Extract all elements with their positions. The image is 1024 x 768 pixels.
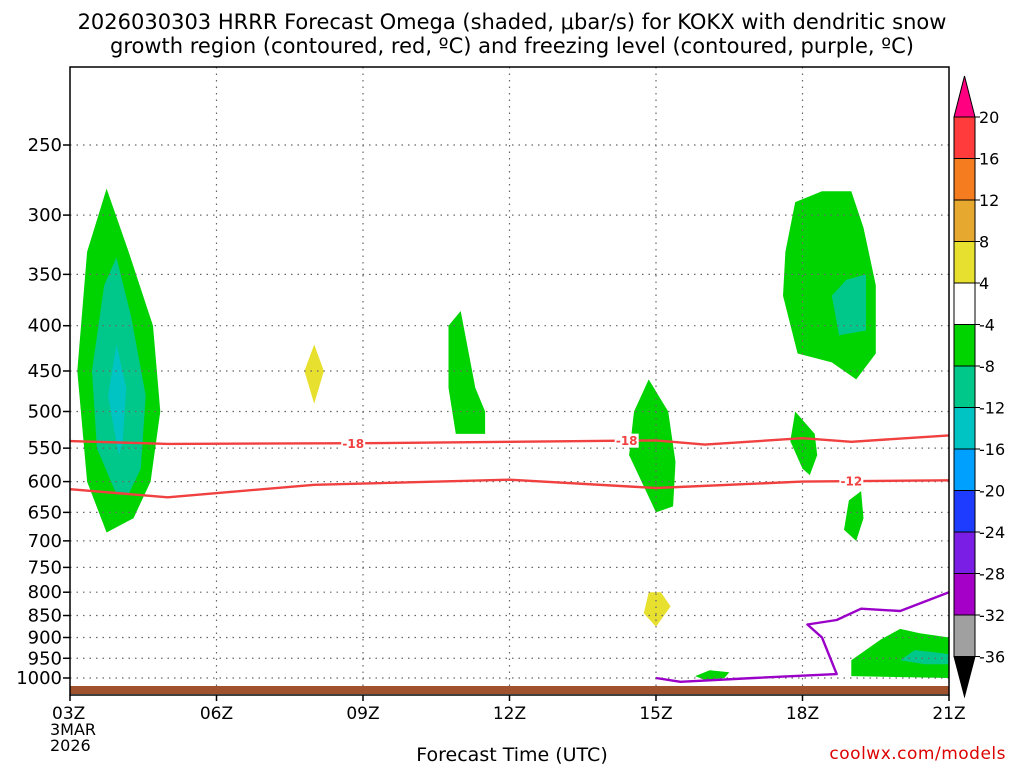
omega-shading <box>77 188 949 680</box>
date-label-year: 2026 <box>50 736 91 755</box>
omega-region <box>108 344 127 456</box>
x-tick-label: 15Z <box>639 704 672 724</box>
colorbar-label: -28 <box>979 565 1005 584</box>
y-tick-label: 250 <box>28 135 62 156</box>
chart-title-line-1: 2026030303 HRRR Forecast Omega (shaded, … <box>77 10 947 34</box>
colorbar: 20 16 12 8 4 -4 -8 -12 -16 -20 -24 -28 -32 -36 <box>953 75 1005 699</box>
colorbar-label: -16 <box>979 440 1005 459</box>
colorbar-label: -32 <box>979 606 1005 625</box>
omega-region <box>831 274 866 336</box>
omega-region <box>900 650 949 665</box>
colorbar-label: -12 <box>979 399 1005 418</box>
colorbar-label: 8 <box>979 233 989 252</box>
y-axis: 2503003504004505005506006507007508008509… <box>16 135 70 689</box>
y-tick-label: 500 <box>28 402 62 423</box>
omega-region <box>448 311 486 434</box>
colorbar-segment <box>953 199 976 242</box>
colorbar-segment <box>953 158 976 201</box>
colorbar-segment <box>953 116 976 159</box>
colorbar-label: -20 <box>979 482 1005 501</box>
grid-lines <box>70 67 949 695</box>
y-tick-label: 700 <box>28 531 62 552</box>
y-tick-label: 900 <box>28 627 62 648</box>
x-tick-label: 06Z <box>200 704 233 724</box>
contour--18 <box>69 434 950 446</box>
credit-link[interactable]: coolwx.com/models <box>829 744 1006 764</box>
y-tick-label: 600 <box>28 472 62 493</box>
colorbar-label: 12 <box>979 191 999 210</box>
contour--12 <box>69 478 950 499</box>
x-tick-label: 12Z <box>493 704 526 724</box>
contour-label: -18 <box>342 437 364 451</box>
colorbar-segment <box>953 241 976 284</box>
colorbar-label: 16 <box>979 150 999 169</box>
chart-title-line-2: growth region (contoured, red, ºC) and f… <box>110 34 914 58</box>
y-tick-label: 1000 <box>16 668 62 689</box>
contour-lines: -18 -18 -12 <box>69 433 950 683</box>
colorbar-label: -8 <box>979 357 995 376</box>
colorbar-label: 4 <box>979 274 989 293</box>
colorbar-segment <box>953 490 976 533</box>
x-axis: 03Z 06Z 09Z 12Z 15Z 18Z 21Z <box>52 695 966 724</box>
omega-region <box>790 411 818 476</box>
contour-0 <box>655 591 950 683</box>
colorbar-bottom-arrow <box>953 656 976 699</box>
x-tick-label: 03Z <box>52 704 85 724</box>
omega-region <box>851 628 949 678</box>
y-tick-label: 300 <box>28 205 62 226</box>
colorbar-label: -24 <box>979 523 1005 542</box>
omega-region <box>629 379 676 513</box>
y-tick-label: 450 <box>28 361 62 382</box>
omega-region <box>304 344 324 404</box>
contour-label-bg <box>341 436 366 451</box>
y-tick-label: 750 <box>28 557 62 578</box>
x-axis-title: Forecast Time (UTC) <box>416 744 608 766</box>
colorbar-segment <box>953 324 976 367</box>
contour-label-bg <box>614 433 639 448</box>
omega-region <box>643 592 671 627</box>
y-tick-label: 650 <box>28 502 62 523</box>
contour-label: -18 <box>616 434 638 448</box>
colorbar-label: -4 <box>979 316 995 335</box>
colorbar-segment <box>953 407 976 450</box>
colorbar-segment <box>953 531 976 574</box>
colorbar-segment <box>953 365 976 408</box>
colorbar-segment <box>953 282 976 325</box>
y-tick-label: 400 <box>28 316 62 337</box>
colorbar-segment <box>953 448 976 491</box>
omega-region <box>844 491 864 541</box>
y-tick-label: 850 <box>28 606 62 627</box>
colorbar-top-arrow <box>953 75 976 118</box>
y-tick-label: 550 <box>28 438 62 459</box>
contour-label-bg <box>839 474 864 489</box>
colorbar-segment <box>953 573 976 616</box>
colorbar-label: -36 <box>979 648 1005 667</box>
date-label-month: 3MAR <box>50 720 97 739</box>
colorbar-label: 20 <box>979 108 999 127</box>
y-tick-label: 350 <box>28 264 62 285</box>
x-tick-label: 18Z <box>786 704 819 724</box>
y-tick-label: 950 <box>28 648 62 669</box>
terrain-strip <box>70 686 949 694</box>
x-tick-label: 09Z <box>346 704 379 724</box>
contour-label: -12 <box>840 475 862 489</box>
colorbar-segment <box>953 614 976 657</box>
y-tick-label: 800 <box>28 582 62 603</box>
x-tick-label: 21Z <box>932 704 965 724</box>
